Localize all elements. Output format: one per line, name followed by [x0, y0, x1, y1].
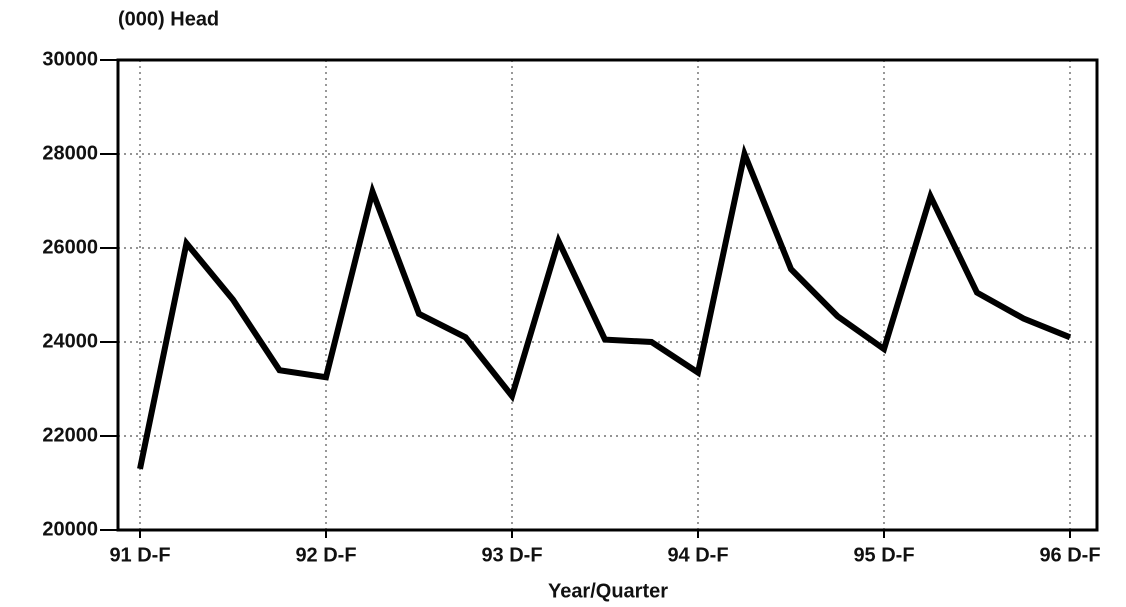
data-line	[137, 143, 1072, 470]
x-tick-label: 91 D-F	[109, 544, 170, 566]
y-tick-label: 22000	[42, 424, 98, 446]
x-tick-label: 92 D-F	[295, 544, 356, 566]
y-tick-label: 20000	[42, 518, 98, 540]
y-tick-label: 24000	[42, 330, 98, 352]
y-tick-label: 28000	[42, 142, 98, 164]
y-axis-title: (000) Head	[118, 8, 219, 30]
x-tick-label: 93 D-F	[481, 544, 542, 566]
x-tick-label: 96 D-F	[1039, 544, 1100, 566]
plot-frame	[116, 58, 1099, 532]
x-tick-label: 95 D-F	[853, 544, 914, 566]
x-tick-label: 94 D-F	[667, 544, 728, 566]
y-tick-label: 26000	[42, 236, 98, 258]
y-tick-label: 30000	[42, 48, 98, 70]
x-axis-title: Year/Quarter	[548, 580, 668, 602]
